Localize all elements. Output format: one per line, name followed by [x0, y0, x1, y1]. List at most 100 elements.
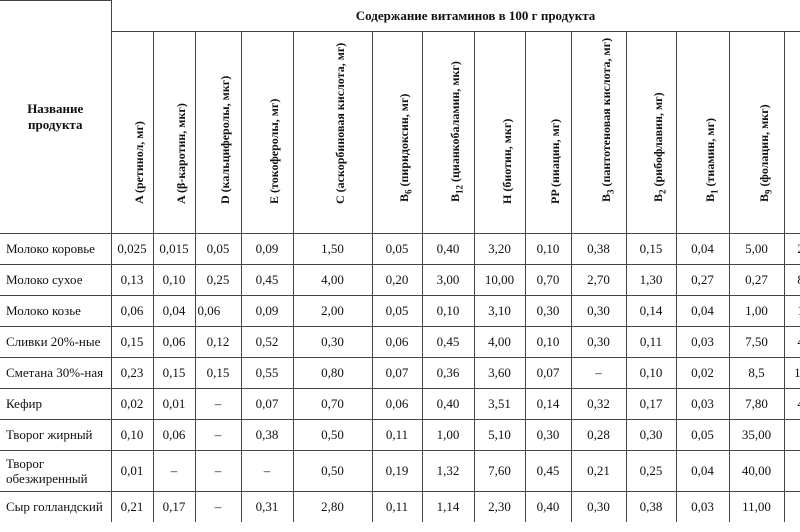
column-header-text: B — [448, 194, 462, 203]
value-cell: 5,10 — [473, 418, 526, 451]
value-cell: 7,60 — [473, 449, 526, 492]
value-cell: – — [194, 449, 242, 492]
column-header: A (β-каротин, мкг) — [152, 30, 196, 234]
table-row: Молоко сухое 0,13 0,10 0,25 0,45 4,00 0,20 3,00… — [0, 263, 800, 296]
column-header-label: A (β-каротин, мкг) — [174, 103, 189, 204]
value-cell: 8,5 — [728, 356, 785, 389]
value-cell: – — [194, 418, 242, 451]
column-header-label: B1 (тиамин, мг) — [703, 118, 719, 202]
value-cell: 0,05 — [371, 294, 423, 327]
value-cell: 0,04 — [675, 449, 730, 492]
value-cell: 3,51 — [473, 387, 526, 420]
value-cell: 0,06 — [152, 418, 196, 451]
value-cell: 0,07 — [371, 356, 423, 389]
column-header-text: B — [598, 194, 613, 203]
value-cell: 0,70 — [292, 387, 373, 420]
table-row: Кефир 0,02 0,01–0,07 0,70 0,06 0,40 3,51 0,14 0,… — [0, 387, 800, 420]
value-cell: 0,38 — [625, 490, 677, 522]
table-body: Молоко коровье 0,025 0,015 0,05 0,09 1,50 0,05… — [0, 232, 800, 522]
column-header-subscript: 2 — [657, 189, 668, 195]
column-header-label: A (ретинол, мг) — [132, 121, 147, 204]
value-cell: 0,45 — [240, 263, 294, 296]
column-header-text: E (токоферолы, мг) — [267, 98, 281, 204]
value-cell: 0,40 — [421, 232, 475, 265]
column-header-text: D (кальциферолы, мкг) — [218, 75, 232, 204]
value-cell: 0,17 — [625, 387, 677, 420]
value-cell: 0,80 — [292, 356, 373, 389]
column-header-label: B3 (пантотеновая кислота, мг) — [599, 38, 615, 202]
column-header-row: A (ретинол, мг) A (β-каротин, мкг) D (каль… — [0, 30, 800, 234]
value-cell: 0,50 — [292, 418, 373, 451]
product-name-cell: Кефир — [0, 387, 112, 420]
value-cell: 40,00 — [728, 449, 785, 492]
value-cell: 0,06 — [194, 294, 242, 327]
value-cell: 14,20 — [783, 294, 800, 327]
table-row: Молоко коровье 0,025 0,015 0,05 0,09 1,50 0,05… — [0, 232, 800, 265]
value-cell: 0,10 — [110, 418, 154, 451]
column-header: H (биотин, мкг) — [473, 30, 526, 234]
column-header-label: D (кальциферолы, мкг) — [218, 75, 233, 203]
value-cell: 0,27 — [728, 263, 785, 296]
product-name-cell: Творог обезжиренный — [0, 449, 112, 492]
value-cell: 0,50 — [292, 449, 373, 492]
column-header-label: PP (ниацин, мг) — [548, 118, 563, 203]
column-header: B4 (Холин, мг) — [783, 30, 800, 234]
column-header-text: (тиамин, мг) — [702, 118, 717, 190]
value-cell: 0,21 — [110, 490, 154, 522]
value-cell: 4,00 — [292, 263, 373, 296]
value-cell: 2,80 — [292, 490, 373, 522]
value-cell: 0,015 — [152, 232, 196, 265]
value-cell: 0,04 — [675, 294, 730, 327]
value-cell: – — [152, 449, 196, 492]
value-cell: 7,50 — [728, 325, 785, 358]
table-row: Сметана 30%-ная 0,23 0,15 0,15 0,55 0,80 0,07 0… — [0, 356, 800, 389]
column-header-subscript: 1 — [708, 189, 719, 195]
value-cell: 5,00 — [728, 232, 785, 265]
value-cell: 0,10 — [625, 356, 677, 389]
value-cell: 0,03 — [675, 325, 730, 358]
column-header: D (кальциферолы, мкг) — [194, 30, 242, 234]
value-cell: 0,30 — [292, 325, 373, 358]
value-cell: 0,23 — [110, 356, 154, 389]
value-cell: 0,20 — [371, 263, 423, 296]
column-header-label: B12 (цианкобаламин, мкг) — [448, 61, 464, 202]
value-cell: 0,45 — [524, 449, 572, 492]
column-header-subscript: 12 — [454, 185, 465, 195]
column-header: B2 (рибофлавин, мг) — [625, 30, 677, 234]
column-header-label: B2 (рибофлавин, мг) — [651, 93, 667, 203]
value-cell: 3,10 — [473, 294, 526, 327]
product-name-cell: Молоко коровье — [0, 232, 112, 265]
product-name-cell: Сметана 30%-ная — [0, 356, 112, 389]
column-header-label: B9 (фолацин, мкг) — [757, 104, 773, 202]
column-header-text: PP (ниацин, мг) — [548, 118, 562, 204]
column-header: A (ретинол, мг) — [110, 30, 154, 234]
value-cell: 0,11 — [371, 418, 423, 451]
table-row: Сыр голландский 0,21 0,17–0,31 2,80 0,11 1,14… — [0, 490, 800, 522]
value-cell: 0,25 — [194, 263, 242, 296]
column-header-text: A (ретинол, мг) — [132, 120, 146, 204]
value-cell: 0,03 — [675, 490, 730, 522]
value-cell: 46,7 — [783, 418, 800, 451]
column-header-label: C (аскорбиновая кислота, мг) — [333, 42, 348, 203]
value-cell: 0,45 — [421, 325, 475, 358]
value-cell: 0,70 — [524, 263, 572, 296]
product-name-cell: Молоко козье — [0, 294, 112, 327]
value-cell: 0,10 — [421, 294, 475, 327]
value-cell: 0,11 — [625, 325, 677, 358]
value-cell: 0,11 — [371, 490, 423, 522]
table-row: Молоко козье 0,06 0,04 0,06 0,09 2,00 0,05 0,10… — [0, 294, 800, 327]
value-cell: 1,32 — [421, 449, 475, 492]
column-header-subscript: 6 — [403, 189, 414, 195]
value-cell: 0,40 — [524, 490, 572, 522]
column-header: B12 (цианкобаламин, мкг) — [421, 30, 475, 234]
value-cell: 2,00 — [292, 294, 373, 327]
value-cell: 3,60 — [473, 356, 526, 389]
value-cell: 11,00 — [728, 490, 785, 522]
value-cell: – — [240, 449, 294, 492]
value-cell: 35,00 — [728, 418, 785, 451]
value-cell: 0,06 — [371, 325, 423, 358]
product-name-cell: Сыр голландский — [0, 490, 112, 522]
value-cell: 0,10 — [524, 325, 572, 358]
value-cell: 1,50 — [292, 232, 373, 265]
